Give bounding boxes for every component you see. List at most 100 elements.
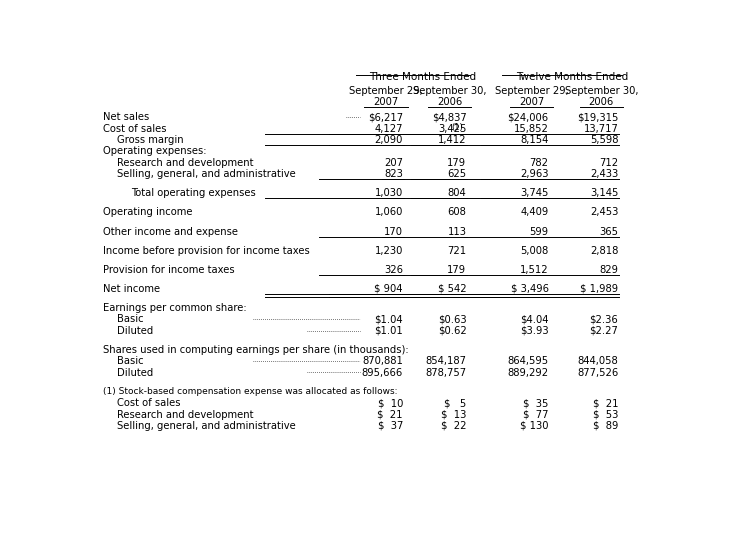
Text: $6,217: $6,217 [368, 113, 403, 122]
Text: 782: 782 [530, 158, 548, 168]
Text: Selling, general, and administrative: Selling, general, and administrative [117, 421, 296, 431]
Text: Research and development: Research and development [117, 158, 253, 168]
Text: 2,453: 2,453 [590, 208, 618, 217]
Text: 2,818: 2,818 [590, 245, 618, 256]
Text: $   5: $ 5 [444, 398, 467, 408]
Text: 1,512: 1,512 [520, 265, 548, 274]
Text: Provision for income taxes: Provision for income taxes [103, 265, 235, 274]
Text: 854,187: 854,187 [426, 356, 467, 366]
Text: $  37: $ 37 [377, 421, 403, 431]
Text: Cost of sales: Cost of sales [103, 124, 166, 134]
Text: 1,060: 1,060 [374, 208, 403, 217]
Text: $1.04: $1.04 [374, 315, 403, 324]
Text: $  35: $ 35 [523, 398, 548, 408]
Text: 2,963: 2,963 [520, 169, 548, 180]
Text: September 30,: September 30, [412, 86, 486, 96]
Text: 3,745: 3,745 [520, 188, 548, 198]
Text: $4,837: $4,837 [432, 113, 467, 122]
Text: 877,526: 877,526 [577, 368, 618, 378]
Text: $  21: $ 21 [593, 398, 618, 408]
Text: $4.04: $4.04 [520, 315, 548, 324]
Text: $0.63: $0.63 [438, 315, 467, 324]
Text: $ 3,496: $ 3,496 [510, 284, 548, 294]
Text: $ 1,989: $ 1,989 [580, 284, 618, 294]
Text: Three Months Ended: Three Months Ended [369, 72, 476, 82]
Text: $0.62: $0.62 [438, 326, 467, 336]
Text: 721: 721 [447, 245, 467, 256]
Text: 823: 823 [384, 169, 403, 180]
Text: 599: 599 [530, 227, 548, 237]
Text: Twelve Months Ended: Twelve Months Ended [516, 72, 628, 82]
Text: 2006: 2006 [588, 97, 614, 107]
Text: Research and development: Research and development [117, 410, 253, 419]
Text: Basic: Basic [117, 356, 143, 366]
Text: 2006: 2006 [437, 97, 462, 107]
Text: 625: 625 [447, 169, 467, 180]
Text: $2.27: $2.27 [589, 326, 618, 336]
Text: 170: 170 [384, 227, 403, 237]
Text: Other income and expense: Other income and expense [103, 227, 238, 237]
Text: 4,127: 4,127 [374, 124, 403, 134]
Text: 365: 365 [600, 227, 618, 237]
Text: $ 542: $ 542 [438, 284, 467, 294]
Text: $  10: $ 10 [377, 398, 403, 408]
Text: 4,409: 4,409 [520, 208, 548, 217]
Text: 864,595: 864,595 [507, 356, 548, 366]
Text: Operating expenses:: Operating expenses: [103, 147, 207, 156]
Text: Selling, general, and administrative: Selling, general, and administrative [117, 169, 296, 180]
Text: Income before provision for income taxes: Income before provision for income taxes [103, 245, 310, 256]
Text: 113: 113 [447, 227, 467, 237]
Text: 870,881: 870,881 [362, 356, 403, 366]
Text: $1.01: $1.01 [374, 326, 403, 336]
Text: $  53: $ 53 [593, 410, 618, 419]
Text: Gross margin: Gross margin [117, 135, 184, 145]
Text: 2007: 2007 [373, 97, 398, 107]
Text: (1): (1) [451, 123, 463, 132]
Text: 1,412: 1,412 [438, 135, 467, 145]
Text: 889,292: 889,292 [507, 368, 548, 378]
Text: Net income: Net income [103, 284, 160, 294]
Text: 15,852: 15,852 [513, 124, 548, 134]
Text: 804: 804 [448, 188, 467, 198]
Text: 13,717: 13,717 [583, 124, 618, 134]
Text: $  21: $ 21 [377, 410, 403, 419]
Text: 3,425: 3,425 [438, 124, 467, 134]
Text: September 29,: September 29, [349, 86, 423, 96]
Text: September 30,: September 30, [565, 86, 638, 96]
Text: 207: 207 [384, 158, 403, 168]
Text: $  22: $ 22 [441, 421, 467, 431]
Text: $  89: $ 89 [593, 421, 618, 431]
Text: 5,598: 5,598 [590, 135, 618, 145]
Text: $3.93: $3.93 [520, 326, 548, 336]
Text: 878,757: 878,757 [425, 368, 467, 378]
Text: Cost of sales: Cost of sales [117, 398, 181, 408]
Text: 179: 179 [447, 158, 467, 168]
Text: Total operating expenses: Total operating expenses [131, 188, 256, 198]
Text: Basic: Basic [117, 315, 143, 324]
Text: Operating income: Operating income [103, 208, 192, 217]
Text: 844,058: 844,058 [577, 356, 618, 366]
Text: 895,666: 895,666 [362, 368, 403, 378]
Text: September 29,: September 29, [495, 86, 568, 96]
Text: (1) Stock-based compensation expense was allocated as follows:: (1) Stock-based compensation expense was… [103, 386, 398, 396]
Text: Diluted: Diluted [117, 368, 153, 378]
Text: 179: 179 [447, 265, 467, 274]
Text: 326: 326 [384, 265, 403, 274]
Text: 3,145: 3,145 [590, 188, 618, 198]
Text: $2.36: $2.36 [590, 315, 618, 324]
Text: Net sales: Net sales [103, 113, 149, 122]
Text: 829: 829 [600, 265, 618, 274]
Text: 2007: 2007 [519, 97, 544, 107]
Text: 2,433: 2,433 [590, 169, 618, 180]
Text: 608: 608 [447, 208, 467, 217]
Text: $ 904: $ 904 [374, 284, 403, 294]
Text: $ 130: $ 130 [520, 421, 548, 431]
Text: $24,006: $24,006 [507, 113, 548, 122]
Text: 1,030: 1,030 [374, 188, 403, 198]
Text: Diluted: Diluted [117, 326, 153, 336]
Text: 5,008: 5,008 [520, 245, 548, 256]
Text: Earnings per common share:: Earnings per common share: [103, 303, 247, 313]
Text: 1,230: 1,230 [374, 245, 403, 256]
Text: $  77: $ 77 [523, 410, 548, 419]
Text: Shares used in computing earnings per share (in thousands):: Shares used in computing earnings per sh… [103, 345, 409, 355]
